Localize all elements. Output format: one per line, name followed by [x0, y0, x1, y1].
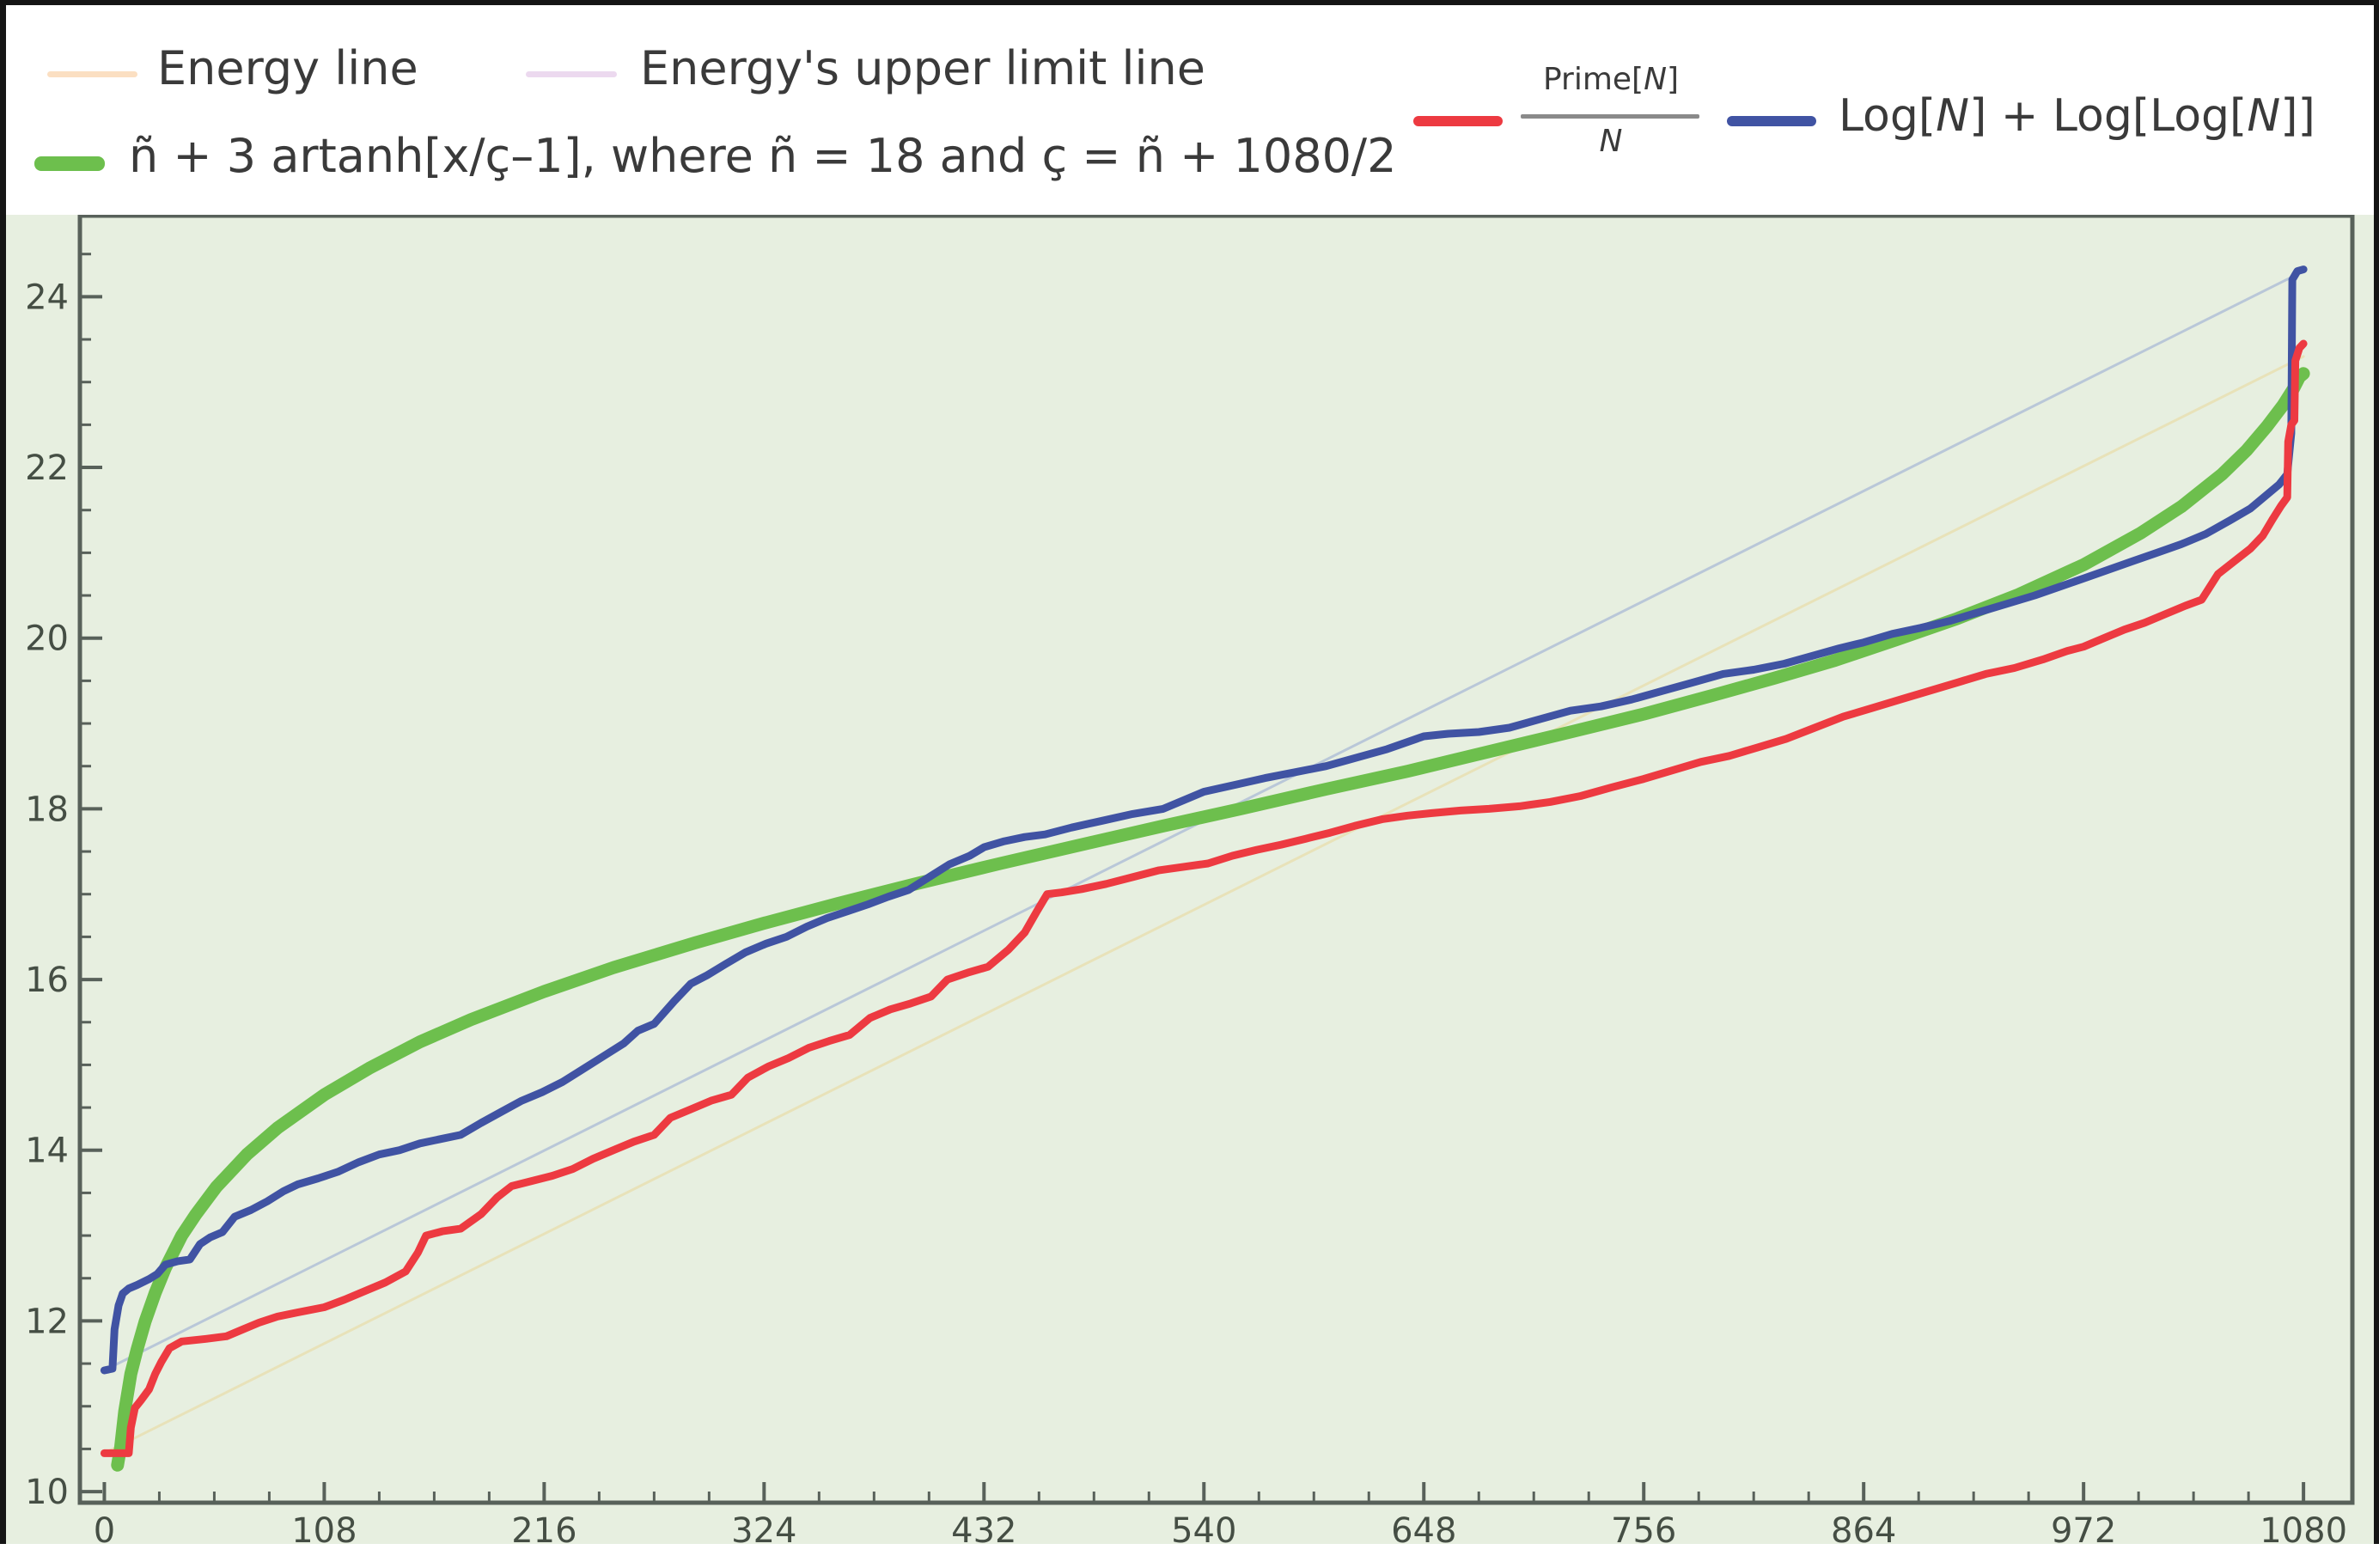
prime-fraction-denominator: N [1599, 124, 1623, 159]
x-tick-label: 648 [1391, 1511, 1456, 1544]
log-curve-path [100, 265, 2308, 1375]
y-tick-label: 24 [25, 278, 69, 317]
x-tick-label: 972 [2051, 1511, 2116, 1544]
x-tick-label: 0 [94, 1511, 115, 1544]
y-tick-label: 20 [25, 619, 69, 659]
legend-energy-line-label: Energy line [157, 41, 418, 95]
outer-border-right [2374, 0, 2379, 1544]
y-tick-label: 22 [25, 448, 69, 488]
legend-artanh-label: ñ + 3 artanh[x/ç–1], where ñ = 18 and ç … [129, 129, 1397, 183]
outer-border-left [0, 0, 6, 1544]
log-swatch [1727, 116, 1816, 126]
artanh-swatch [34, 156, 105, 171]
y-tick-label: 18 [25, 790, 69, 829]
prime-curve-path [100, 339, 2308, 1457]
prime-fraction-numerator: Prime[N] [1542, 62, 1680, 97]
outer-border-top [0, 0, 2379, 5]
prime-swatch [1413, 116, 1503, 126]
x-tick-label: 216 [511, 1511, 576, 1544]
x-tick-label: 756 [1611, 1511, 1676, 1544]
y-tick-label: 10 [25, 1473, 69, 1512]
plot-background [6, 215, 2374, 1544]
chart-svg: 0 108 216 324 432 540 648 756 864 972 1080 10 12 14 16… [25, 215, 2355, 1544]
legend-log-label: Log[N] + Log[Log[N]] [1839, 90, 2315, 142]
x-tick-label: 108 [291, 1511, 357, 1544]
y-tick-label: 12 [25, 1302, 69, 1341]
x-tick-label: 540 [1171, 1511, 1236, 1544]
x-tick-label: 864 [1831, 1511, 1896, 1544]
x-tick-label: 1080 [2260, 1511, 2347, 1544]
y-tick-label: 16 [25, 961, 69, 1000]
energy-line-swatch [47, 71, 137, 77]
upper-limit-line-swatch [526, 71, 617, 77]
legend-upper-limit-label: Energy's upper limit line [640, 41, 1205, 95]
artanh-curve-path [111, 367, 2310, 1472]
x-tick-label: 324 [731, 1511, 796, 1544]
energy-line-path [102, 355, 2305, 1455]
plot-frame [77, 215, 2355, 1505]
y-tick-label: 14 [25, 1132, 69, 1171]
fraction-bar [1521, 114, 1699, 119]
x-tick-label: 432 [951, 1511, 1016, 1544]
